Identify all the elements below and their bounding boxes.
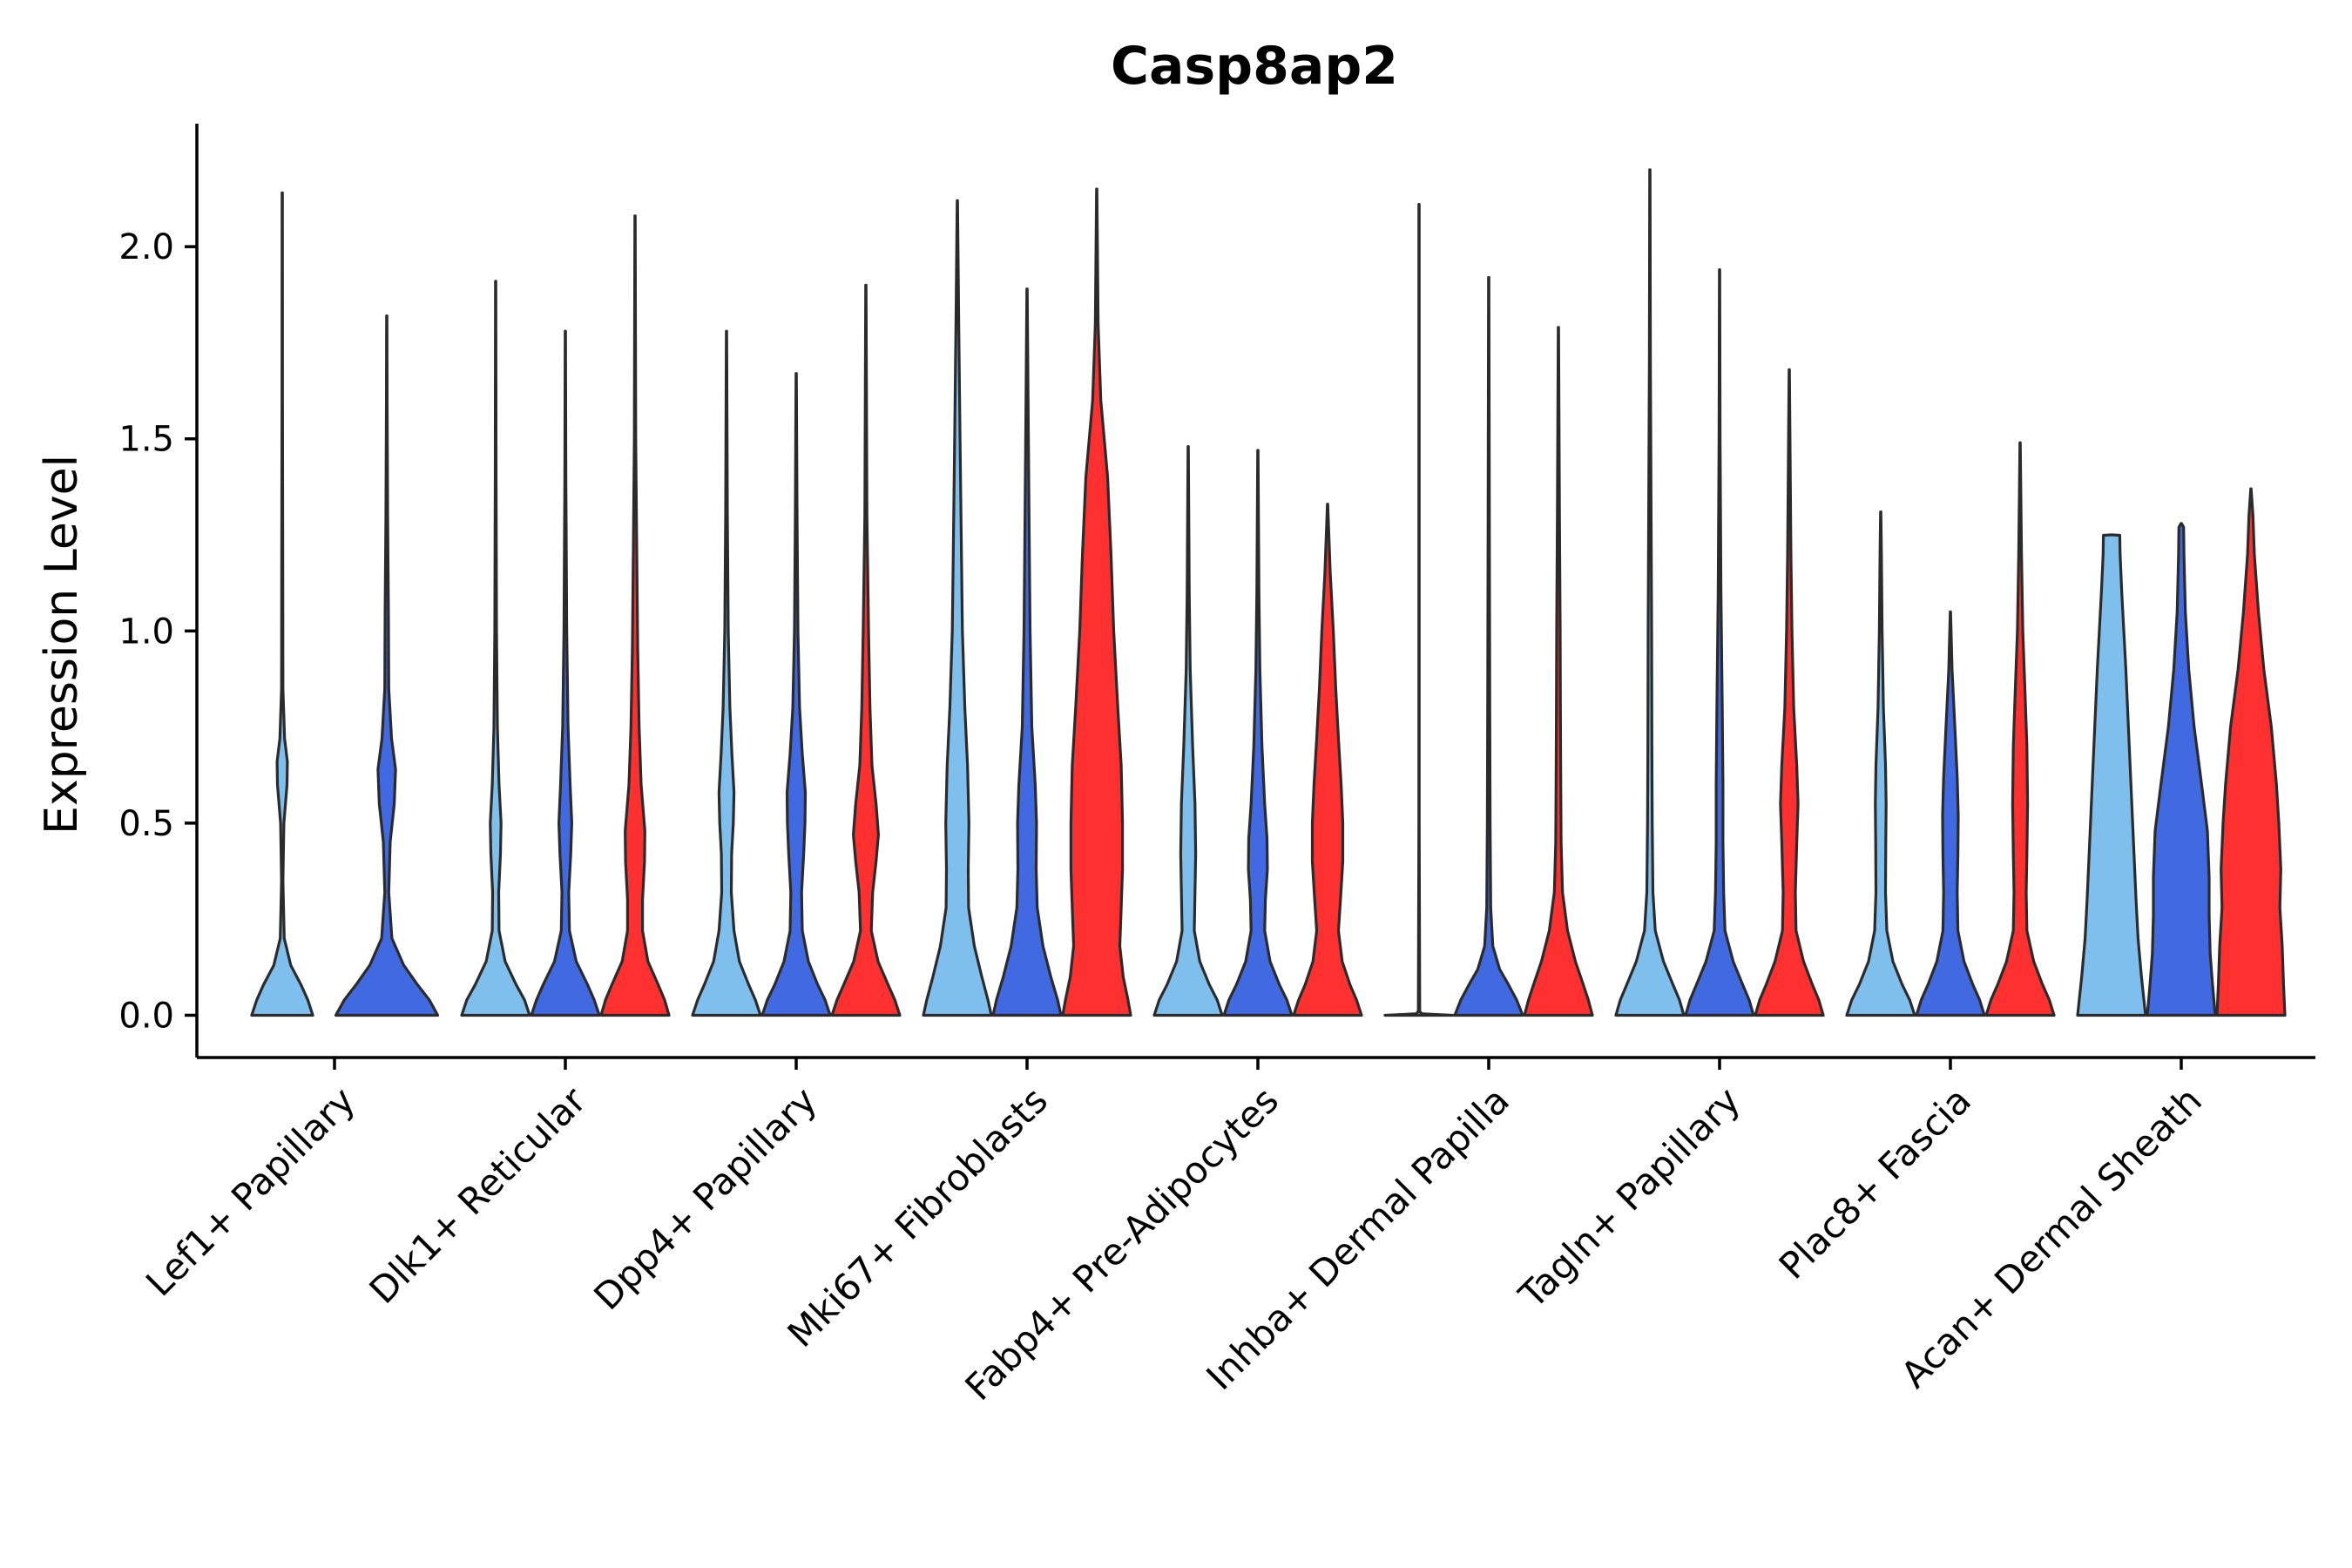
violin-8-0	[2076, 533, 2147, 1017]
y-tick-label: 1.5	[118, 420, 174, 460]
chart-title: Casp8ap2	[1111, 36, 1398, 97]
x-tick-label: Lef1+ Papillary	[138, 1078, 363, 1304]
violin-6-2	[1754, 368, 1825, 1017]
violin-5-1	[1453, 275, 1524, 1017]
y-tick-label: 0.5	[118, 804, 174, 844]
x-tick-label: Dpp4+ Papillary	[585, 1078, 825, 1318]
violin-2-0	[691, 329, 762, 1017]
y-axis-label: Expression Level	[36, 455, 88, 835]
x-tick-label: Dlk1+ Reticular	[362, 1078, 595, 1312]
x-tick-label: Plac8+ Fascia	[1771, 1078, 1979, 1287]
violin-5-2	[1523, 326, 1594, 1017]
y-ticks: 0.0 0.5 1.0 1.5 2.0	[118, 227, 197, 1036]
violin-1-0	[460, 280, 531, 1017]
y-tick-label: 1.0	[118, 612, 174, 652]
violin-3-0	[922, 199, 993, 1017]
violin-4-1	[1222, 449, 1294, 1017]
violin-2-1	[760, 372, 832, 1017]
violin-2-2	[830, 283, 902, 1017]
y-tick-label: 2.0	[118, 227, 174, 267]
x-tick-label: Tagln+ Papillary	[1511, 1078, 1748, 1316]
violin-7-2	[1984, 441, 2056, 1017]
y-tick-label: 0.0	[118, 996, 174, 1036]
violin-6-0	[1614, 168, 1686, 1017]
violin-7-1	[1915, 610, 1986, 1017]
violin-4-0	[1152, 445, 1224, 1017]
violin-5-0	[1383, 203, 1455, 1017]
violins-layer	[250, 168, 2287, 1017]
violin-3-1	[991, 287, 1063, 1017]
violin-4-2	[1292, 503, 1363, 1017]
axes	[195, 124, 2315, 1059]
violin-0-1	[334, 314, 440, 1017]
violin-3-2	[1061, 187, 1132, 1017]
x-tick-label: Mki67+ Fibroblasts	[780, 1078, 1056, 1355]
violin-0-0	[250, 191, 314, 1017]
violin-6-1	[1684, 268, 1755, 1017]
violin-1-1	[530, 329, 601, 1017]
violin-8-2	[2215, 487, 2287, 1017]
violin-1-2	[599, 214, 671, 1017]
violin-7-0	[1845, 510, 1916, 1017]
violin-8-1	[2146, 522, 2217, 1017]
